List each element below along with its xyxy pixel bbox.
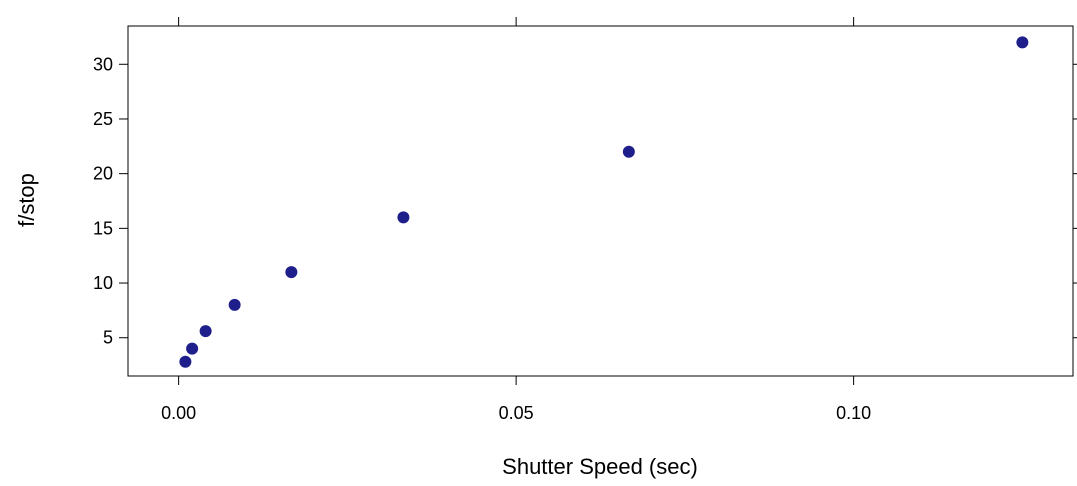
x-tick-label: 0.00 [161,403,196,423]
y-tick-label: 25 [93,109,113,129]
y-axis-title: f/stop [14,173,39,227]
x-axis-title: Shutter Speed (sec) [502,454,698,479]
x-tick-label: 0.10 [836,403,871,423]
data-point [199,325,212,338]
data-point [622,145,635,158]
y-tick-label: 15 [93,218,113,238]
plot-area-frame [127,25,1074,377]
y-axis: 5 10 15 20 25 30 [93,54,1077,348]
x-tick-label: 0.05 [499,403,534,423]
data-point [285,266,298,279]
y-tick-label: 5 [103,328,113,348]
x-axis: 0.00 0.05 0.10 [161,17,871,423]
data-point [186,342,199,355]
data-point [397,211,410,224]
data-point [1016,36,1029,49]
data-points [179,36,1029,368]
y-tick-label: 30 [93,54,113,74]
data-point [228,298,241,311]
y-tick-label: 20 [93,164,113,184]
data-point [179,355,192,368]
y-tick-label: 10 [93,273,113,293]
